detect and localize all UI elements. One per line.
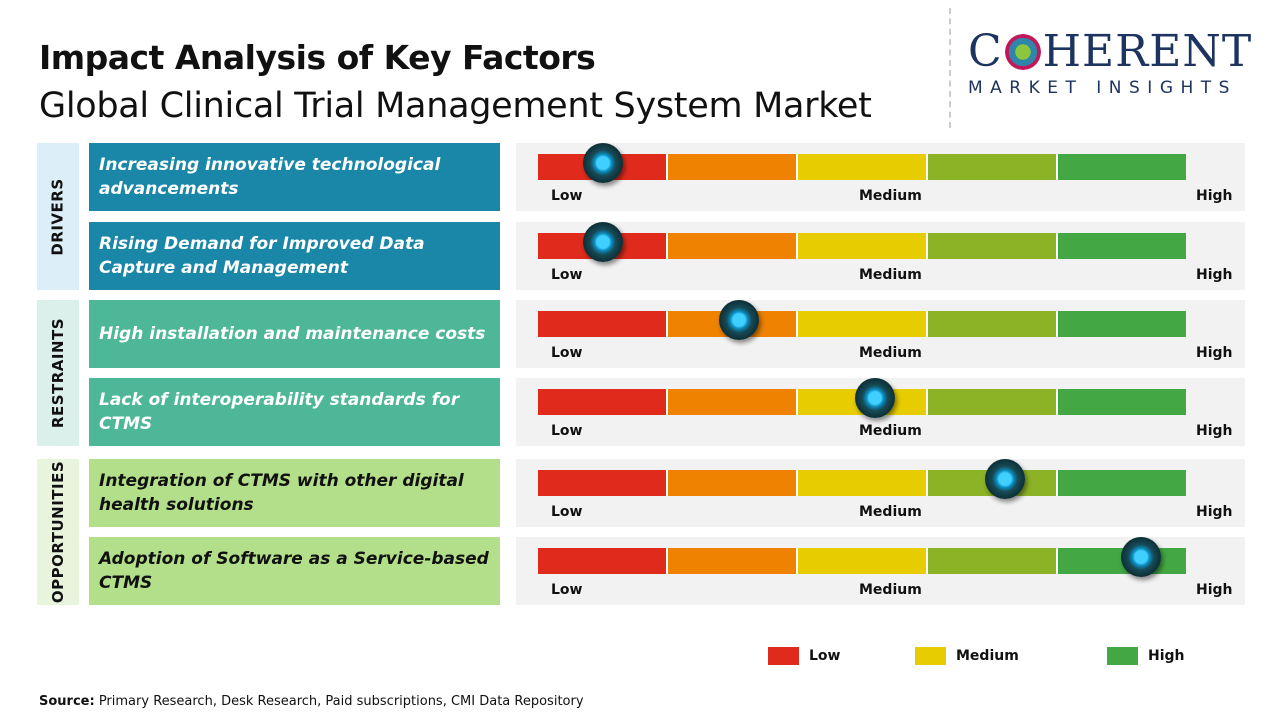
factor-label: Increasing innovative technological adva… [89,143,500,211]
gauge-segment [1058,389,1186,415]
legend-high: High [1107,647,1185,665]
gauge-segment [1058,470,1186,496]
factor-label: High installation and maintenance costs [89,300,500,368]
category-label: RESTRAINTS [49,317,68,429]
gauge-bar [538,389,1186,415]
scale-low: Low [551,267,583,283]
scale-low: Low [551,345,583,361]
gauge-bar [538,154,1186,180]
scale-low: Low [551,188,583,204]
gauge-segment [1058,154,1186,180]
gauge-segment [928,233,1058,259]
legend-low: Low [768,647,840,665]
divider [949,8,951,128]
scale-high: High [1196,345,1233,361]
legend-swatch-medium [915,647,946,665]
globe-icon [1004,34,1041,70]
impact-gauge: Low Medium High [516,459,1245,527]
factor-label: Adoption of Software as a Service-based … [89,537,500,605]
legend-medium: Medium [915,647,1019,665]
gauge-segment [538,470,668,496]
logo: C HERENT MARKET INSIGHTS [968,26,1263,99]
gauge-bar [538,548,1186,574]
category-label: OPPORTUNITIES [49,460,67,604]
gauge-segment [668,470,798,496]
scale-low: Low [551,423,583,439]
gauge-segment [1058,233,1186,259]
impact-gauge: Low Medium High [516,378,1245,446]
impact-knob-marker [1120,537,1161,577]
scale-high: High [1196,504,1233,520]
impact-knob-marker [582,143,623,183]
scale-low: Low [551,582,583,598]
page-subtitle: Global Clinical Trial Management System … [39,86,872,126]
category-drivers: DRIVERS [37,143,79,290]
logo-letter: C [968,26,1003,77]
scale-low: Low [551,504,583,520]
legend-label: Medium [956,648,1019,664]
gauge-segment [798,154,928,180]
gauge-bar [538,470,1186,496]
scale-medium: Medium [859,188,922,204]
scale-high: High [1196,423,1233,439]
gauge-segment [668,233,798,259]
scale-medium: Medium [859,582,922,598]
legend-label: High [1148,648,1185,664]
gauge-bar [538,233,1186,259]
gauge-segment [668,154,798,180]
impact-knob-marker [718,300,759,340]
gauge-segment [798,233,928,259]
page-title: Impact Analysis of Key Factors [39,38,596,77]
scale-high: High [1196,188,1233,204]
gauge-segment [928,154,1058,180]
legend-swatch-high [1107,647,1138,665]
scale-medium: Medium [859,504,922,520]
scale-high: High [1196,267,1233,283]
gauge-segment [798,470,928,496]
gauge-segment [668,389,798,415]
gauge-segment [928,548,1058,574]
factor-label: Integration of CTMS with other digital h… [89,459,500,527]
scale-medium: Medium [859,345,922,361]
category-label: DRIVERS [49,177,68,256]
impact-gauge: Low Medium High [516,537,1245,605]
scale-high: High [1196,582,1233,598]
factor-label: Rising Demand for Improved Data Capture … [89,222,500,290]
impact-knob-marker [854,378,895,418]
gauge-bar [538,311,1186,337]
gauge-segment [538,311,668,337]
factor-label: Lack of interoperability standards for C… [89,378,500,446]
impact-knob-marker [984,459,1025,499]
category-opportunities: OPPORTUNITIES [37,459,79,605]
gauge-segment [1058,311,1186,337]
gauge-segment [798,311,928,337]
impact-gauge: Low Medium High [516,143,1245,211]
gauge-segment [928,389,1058,415]
legend-swatch-low [768,647,799,665]
scale-medium: Medium [859,267,922,283]
source-prefix: Source: [39,694,95,709]
impact-knob-marker [582,222,623,262]
logo-tagline: MARKET INSIGHTS [968,78,1237,98]
impact-gauge: Low Medium High [516,222,1245,290]
gauge-segment [668,548,798,574]
gauge-segment [538,548,668,574]
source-text: Primary Research, Desk Research, Paid su… [94,694,584,709]
gauge-segment [798,548,928,574]
impact-gauge: Low Medium High [516,300,1245,368]
logo-text: HERENT [1042,26,1253,77]
gauge-segment [538,389,668,415]
legend-label: Low [809,648,841,664]
gauge-segment [928,311,1058,337]
category-restraints: RESTRAINTS [37,300,79,446]
source-note: Source: Primary Research, Desk Research,… [39,694,584,709]
scale-medium: Medium [859,423,922,439]
